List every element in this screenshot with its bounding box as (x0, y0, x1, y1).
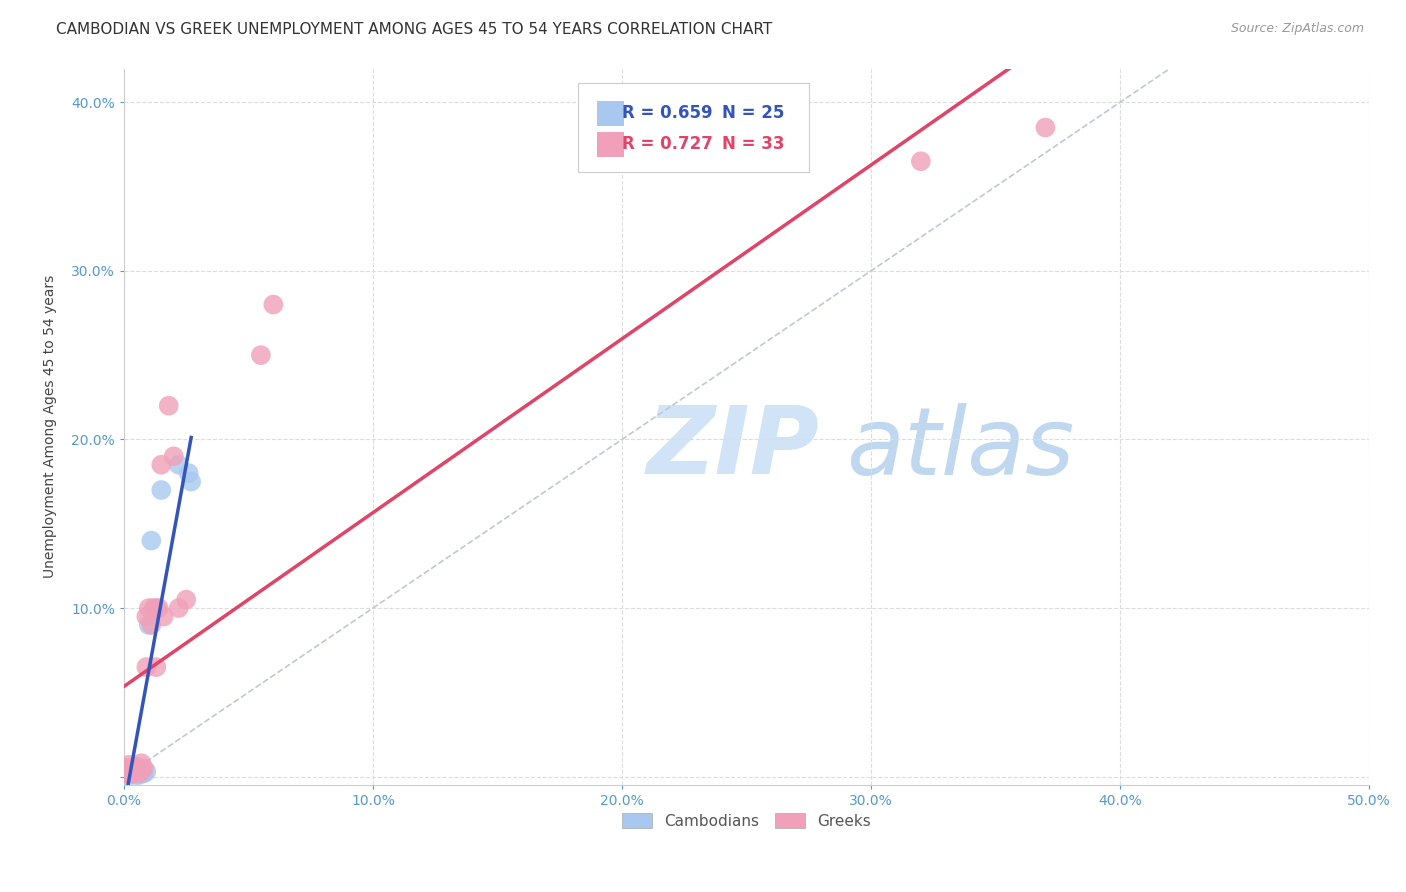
Point (262, 297, 284, 311)
Point (152, 609, 174, 624)
Point (112, 763, 135, 777)
Point (132, 766, 155, 780)
Point (150, 483, 173, 497)
Point (141, 533, 163, 548)
Point (122, 766, 145, 780)
Y-axis label: Unemployment Among Ages 45 to 54 years: Unemployment Among Ages 45 to 54 years (44, 275, 58, 578)
Point (115, 768, 138, 782)
Point (112, 764, 135, 779)
Point (115, 763, 138, 777)
Point (125, 759, 148, 773)
Point (910, 154, 932, 169)
Text: N = 33: N = 33 (721, 135, 785, 153)
Point (132, 761, 155, 775)
Point (180, 475, 202, 489)
Point (131, 766, 153, 780)
Point (135, 764, 157, 779)
Point (120, 768, 142, 782)
Point (112, 768, 135, 782)
Point (145, 660, 167, 674)
Point (163, 450, 186, 464)
Point (157, 399, 180, 413)
Point (135, 609, 157, 624)
Point (150, 458, 173, 472)
Point (128, 768, 150, 782)
Point (128, 763, 150, 777)
Point (120, 766, 142, 780)
Point (177, 466, 200, 480)
Text: ZIP: ZIP (647, 402, 820, 494)
Point (131, 763, 153, 777)
Text: Source: ZipAtlas.com: Source: ZipAtlas.com (1230, 22, 1364, 36)
Legend: Cambodians, Greeks: Cambodians, Greeks (616, 806, 877, 835)
Point (125, 764, 148, 779)
Point (125, 764, 148, 779)
Point (138, 618, 160, 632)
Point (167, 601, 190, 615)
Point (122, 763, 145, 777)
Text: R = 0.727: R = 0.727 (621, 135, 713, 153)
FancyBboxPatch shape (598, 132, 624, 157)
Text: N = 25: N = 25 (721, 104, 785, 122)
Point (145, 601, 167, 615)
Text: atlas: atlas (846, 403, 1074, 494)
Point (115, 766, 138, 780)
Point (174, 592, 197, 607)
Point (122, 761, 145, 775)
Point (141, 618, 163, 632)
Point (112, 761, 135, 775)
Point (128, 766, 150, 780)
Point (135, 660, 157, 674)
Point (115, 761, 138, 775)
Point (118, 764, 141, 779)
Point (118, 768, 141, 782)
Point (167, 458, 190, 472)
FancyBboxPatch shape (578, 83, 808, 172)
Point (148, 601, 170, 615)
Point (120, 761, 142, 775)
Point (112, 766, 135, 780)
Point (120, 763, 142, 777)
Point (250, 348, 273, 362)
Point (142, 601, 165, 615)
Point (118, 764, 141, 779)
Point (118, 757, 141, 772)
Point (125, 768, 148, 782)
Point (131, 756, 153, 771)
Text: CAMBODIAN VS GREEK UNEMPLOYMENT AMONG AGES 45 TO 54 YEARS CORRELATION CHART: CAMBODIAN VS GREEK UNEMPLOYMENT AMONG AG… (56, 22, 772, 37)
FancyBboxPatch shape (598, 101, 624, 126)
Text: R = 0.659: R = 0.659 (621, 104, 713, 122)
Point (138, 601, 160, 615)
Point (1035, 120, 1057, 135)
Point (128, 761, 150, 775)
